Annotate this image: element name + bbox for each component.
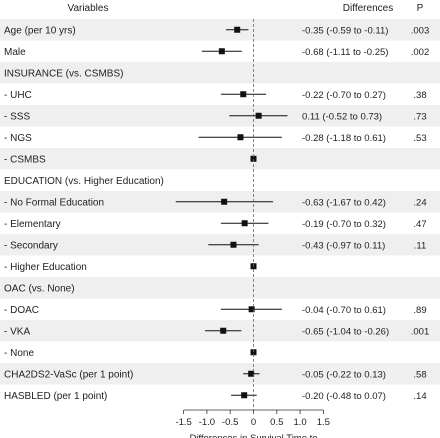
- point-estimate: [250, 155, 257, 162]
- row-label: - VKA: [4, 326, 30, 337]
- row-p-value: .38: [413, 90, 426, 101]
- point-estimate: [250, 349, 257, 356]
- row-difference: -0.43 (-0.97 to 0.11): [302, 240, 385, 251]
- point-estimate: [241, 392, 248, 399]
- row-label: CHA2DS2-VaSc (per 1 point): [4, 369, 133, 380]
- row-label: Male: [4, 47, 26, 58]
- row-difference: -0.65 (-1.04 to -0.26): [302, 326, 389, 337]
- row-label: - UHC: [4, 90, 32, 101]
- row-difference: -0.19 (-0.70 to 0.32): [302, 219, 386, 230]
- point-estimate: [218, 48, 225, 55]
- row-difference: -0.22 (-0.70 to 0.27): [302, 90, 386, 101]
- row-difference: -0.35 (-0.59 to -0.11): [302, 25, 388, 36]
- header-p: P: [417, 3, 424, 14]
- x-tick-label: -1.0: [199, 417, 215, 428]
- header-differences: Differences: [343, 3, 393, 14]
- row-p-value: .003: [411, 25, 430, 36]
- row-difference: -0.63 (-1.67 to 0.42): [302, 197, 386, 208]
- point-estimate: [240, 91, 247, 98]
- row-label: - CSMBS: [4, 154, 46, 165]
- row-difference: 0.11 (-0.52 to 0.73): [302, 111, 382, 122]
- row-difference: -0.05 (-0.22 to 0.13): [302, 369, 386, 380]
- row-label: INSURANCE (vs. CSMBS): [4, 68, 123, 79]
- row-label: EDUCATION (vs. Higher Education): [4, 176, 164, 187]
- row-label: Age (per 10 yrs): [4, 25, 76, 36]
- point-estimate: [230, 241, 237, 248]
- row-p-value: .53: [413, 133, 426, 144]
- row-label: - SSS: [4, 111, 30, 122]
- point-estimate: [255, 112, 262, 119]
- x-tick-label: 1.5: [317, 417, 330, 428]
- point-estimate: [241, 220, 248, 227]
- header-variables: Variables: [68, 3, 109, 14]
- row-label: - NGS: [4, 133, 32, 144]
- row-difference: -0.20 (-0.48 to 0.07): [302, 391, 386, 402]
- row-stripe: [0, 148, 440, 170]
- row-p-value: .14: [413, 391, 426, 402]
- row-stripe: [0, 105, 440, 127]
- row-label: - DOAC: [4, 305, 39, 316]
- x-tick-label: 0.5: [270, 417, 283, 428]
- row-p-value: .89: [413, 305, 426, 316]
- x-tick-label: 1.0: [293, 417, 306, 428]
- row-label: - No Formal Education: [4, 197, 104, 208]
- row-label: - None: [4, 348, 34, 359]
- row-p-value: .58: [413, 369, 426, 380]
- row-label: - Elementary: [4, 219, 61, 230]
- row-label: HASBLED (per 1 point): [4, 391, 107, 402]
- row-label: - Secondary: [4, 240, 58, 251]
- row-label: - Higher Education: [4, 262, 87, 273]
- row-p-value: .11: [414, 240, 427, 251]
- point-estimate: [248, 306, 255, 313]
- x-tick-label: -1.5: [175, 417, 191, 428]
- point-estimate: [220, 327, 227, 334]
- point-estimate: [234, 26, 241, 33]
- row-stripe: [0, 62, 440, 84]
- point-estimate: [221, 198, 228, 205]
- row-difference: -0.68 (-1.11 to -0.25): [302, 47, 388, 58]
- point-estimate: [248, 370, 255, 377]
- row-p-value: .002: [411, 47, 430, 58]
- row-stripe: [0, 363, 440, 385]
- row-p-value: .001: [411, 326, 430, 337]
- row-stripe: [0, 19, 440, 41]
- row-difference: -0.28 (-1.18 to 0.61): [302, 133, 386, 144]
- row-label: OAC (vs. None): [4, 283, 75, 294]
- row-p-value: .73: [413, 111, 426, 122]
- row-p-value: .47: [413, 219, 426, 230]
- x-axis-label: Differences in Survival Time to: [189, 433, 317, 438]
- row-p-value: .24: [413, 197, 426, 208]
- x-tick-label: -0.5: [222, 417, 238, 428]
- row-stripe: [0, 277, 440, 299]
- row-difference: -0.04 (-0.70 to 0.61): [302, 305, 386, 316]
- point-estimate: [237, 134, 244, 141]
- x-tick-label: 0: [251, 417, 256, 428]
